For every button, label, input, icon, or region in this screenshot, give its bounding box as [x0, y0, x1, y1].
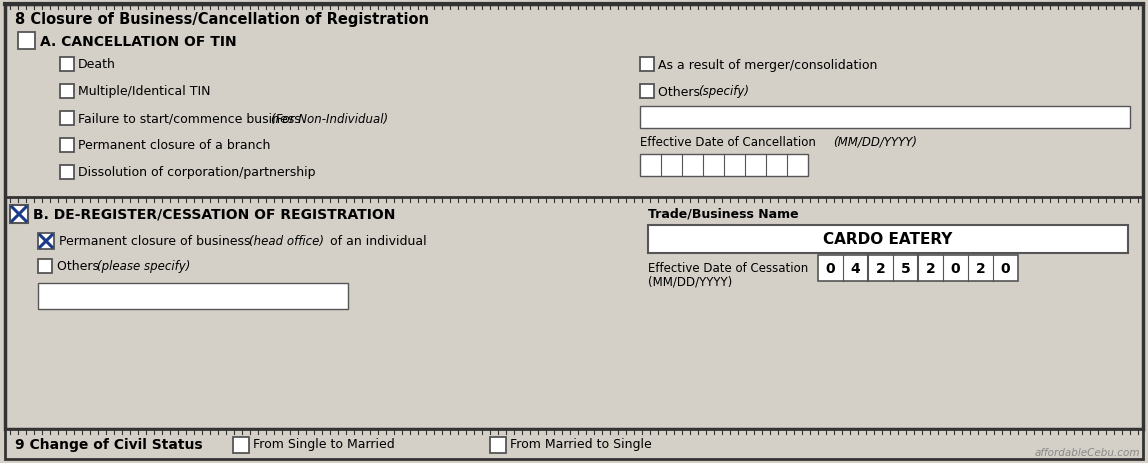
Text: (For Non-Individual): (For Non-Individual) — [271, 112, 388, 125]
Text: (head office): (head office) — [249, 235, 324, 248]
Text: affordableCebu.com: affordableCebu.com — [1034, 447, 1140, 457]
Text: 0: 0 — [951, 262, 961, 275]
Text: 0: 0 — [1001, 262, 1010, 275]
Bar — [10, 206, 28, 224]
Text: Death: Death — [78, 58, 116, 71]
Text: (MM/DD/YYYY): (MM/DD/YYYY) — [833, 136, 917, 149]
Text: Dissolution of corporation/partnership: Dissolution of corporation/partnership — [78, 166, 316, 179]
Bar — [490, 437, 506, 453]
Text: B. DE-REGISTER/CESSATION OF REGISTRATION: B. DE-REGISTER/CESSATION OF REGISTRATION — [33, 207, 395, 221]
Text: Permanent closure of business: Permanent closure of business — [59, 235, 255, 248]
Text: CARDO EATERY: CARDO EATERY — [823, 232, 953, 247]
Bar — [18, 33, 34, 50]
Bar — [60, 112, 73, 126]
Bar — [60, 139, 73, 153]
Text: From Single to Married: From Single to Married — [253, 438, 395, 450]
Text: 0: 0 — [825, 262, 836, 275]
Text: 2: 2 — [876, 262, 885, 275]
Text: (please specify): (please specify) — [96, 260, 191, 273]
Text: 2: 2 — [925, 262, 936, 275]
Text: (specify): (specify) — [698, 85, 748, 98]
Text: Others: Others — [658, 85, 704, 98]
Text: 5: 5 — [901, 262, 910, 275]
Text: of an individual: of an individual — [326, 235, 427, 248]
Text: Effective Date of Cancellation: Effective Date of Cancellation — [639, 136, 820, 149]
Bar — [38, 283, 348, 309]
Text: As a result of merger/consolidation: As a result of merger/consolidation — [658, 58, 877, 71]
Text: 9 Change of Civil Status: 9 Change of Civil Status — [15, 437, 203, 451]
Text: Trade/Business Name: Trade/Business Name — [647, 207, 799, 220]
Bar — [38, 233, 54, 250]
Text: Failure to start/commence business: Failure to start/commence business — [78, 112, 304, 125]
Bar — [233, 437, 249, 453]
Text: From Married to Single: From Married to Single — [510, 438, 652, 450]
Bar — [647, 225, 1128, 253]
Text: (MM/DD/YYYY): (MM/DD/YYYY) — [647, 275, 732, 288]
Bar — [639, 107, 1130, 129]
Text: 8 Closure of Business/Cancellation of Registration: 8 Closure of Business/Cancellation of Re… — [15, 12, 429, 27]
Text: A. CANCELLATION OF TIN: A. CANCELLATION OF TIN — [40, 35, 236, 49]
Text: Effective Date of Cessation: Effective Date of Cessation — [647, 262, 808, 275]
Bar — [60, 166, 73, 180]
Text: 2: 2 — [976, 262, 985, 275]
Bar — [819, 256, 1018, 282]
Text: Multiple/Identical TIN: Multiple/Identical TIN — [78, 85, 210, 98]
Text: Permanent closure of a branch: Permanent closure of a branch — [78, 139, 271, 152]
Text: Others: Others — [57, 260, 103, 273]
Bar — [5, 429, 1143, 459]
Bar — [60, 85, 73, 99]
Bar — [38, 259, 52, 274]
Bar — [639, 155, 808, 176]
Text: 4: 4 — [851, 262, 860, 275]
Bar — [639, 58, 654, 72]
Bar — [60, 58, 73, 72]
Bar — [639, 85, 654, 99]
